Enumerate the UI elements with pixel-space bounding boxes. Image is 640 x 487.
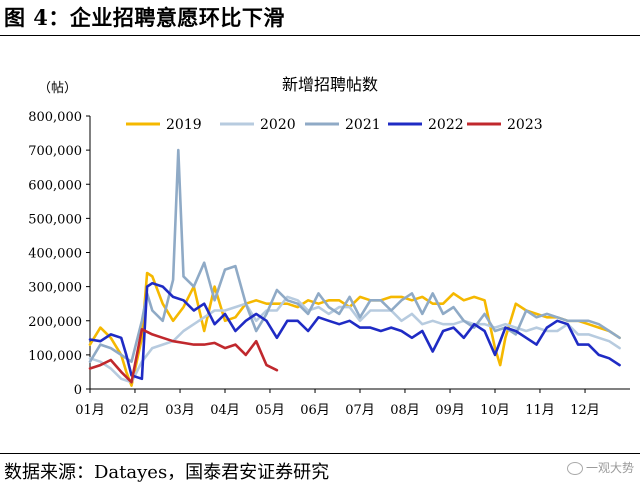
- x-tick-label: 10月: [480, 403, 510, 418]
- figure-title: 图 4：企业招聘意愿环比下滑: [4, 5, 285, 30]
- title-rule: [0, 35, 640, 36]
- line-chart: 新增招聘帖数 （帖） 0 100,000 200,000 300,000 400,000 50…: [28, 75, 630, 418]
- x-tick-label: 12月: [570, 403, 600, 418]
- y-axis-unit: （帖）: [38, 81, 77, 96]
- watermark-text: 一观大势: [585, 461, 634, 475]
- x-tick-label: 03月: [165, 403, 195, 418]
- series-line-2021: [88, 148, 621, 364]
- series-line-2023: [88, 327, 279, 384]
- x-tick-label: 06月: [300, 403, 330, 418]
- y-tick-label: 0: [74, 383, 82, 398]
- series-line-2020: [88, 295, 621, 384]
- y-tick-label: 700,000: [28, 144, 82, 159]
- legend-label-2023: 2023: [507, 117, 543, 133]
- y-tick-label: 500,000: [28, 212, 82, 227]
- legend-label-2019: 2019: [166, 117, 202, 133]
- x-tick-label: 07月: [345, 403, 375, 418]
- y-tick-label: 800,000: [28, 110, 82, 125]
- y-tick-label: 200,000: [28, 315, 82, 330]
- x-tick-label: 08月: [390, 403, 420, 418]
- x-tick-label: 09月: [435, 403, 465, 418]
- y-tick-label: 400,000: [28, 247, 82, 262]
- legend-label-2020: 2020: [260, 117, 296, 133]
- figure-source: 数据来源：Datayes，国泰君安证券研究: [4, 462, 330, 483]
- x-tick-label: 05月: [255, 403, 285, 418]
- wechat-icon: [566, 462, 583, 475]
- legend-label-2021: 2021: [345, 117, 381, 133]
- y-tick-label: 300,000: [28, 281, 82, 296]
- watermark: 一观大势: [566, 459, 634, 476]
- y-tick-label: 100,000: [28, 349, 82, 364]
- legend-label-2022: 2022: [428, 117, 464, 133]
- x-tick-label: 02月: [120, 403, 150, 418]
- chart-title: 新增招聘帖数: [282, 75, 378, 94]
- x-tick-label: 11月: [525, 403, 555, 418]
- x-tick-label: 04月: [210, 403, 240, 418]
- x-tick-label: 01月: [75, 403, 105, 418]
- series-line-2022: [88, 281, 621, 381]
- y-tick-label: 600,000: [28, 178, 82, 193]
- source-rule: [0, 453, 640, 454]
